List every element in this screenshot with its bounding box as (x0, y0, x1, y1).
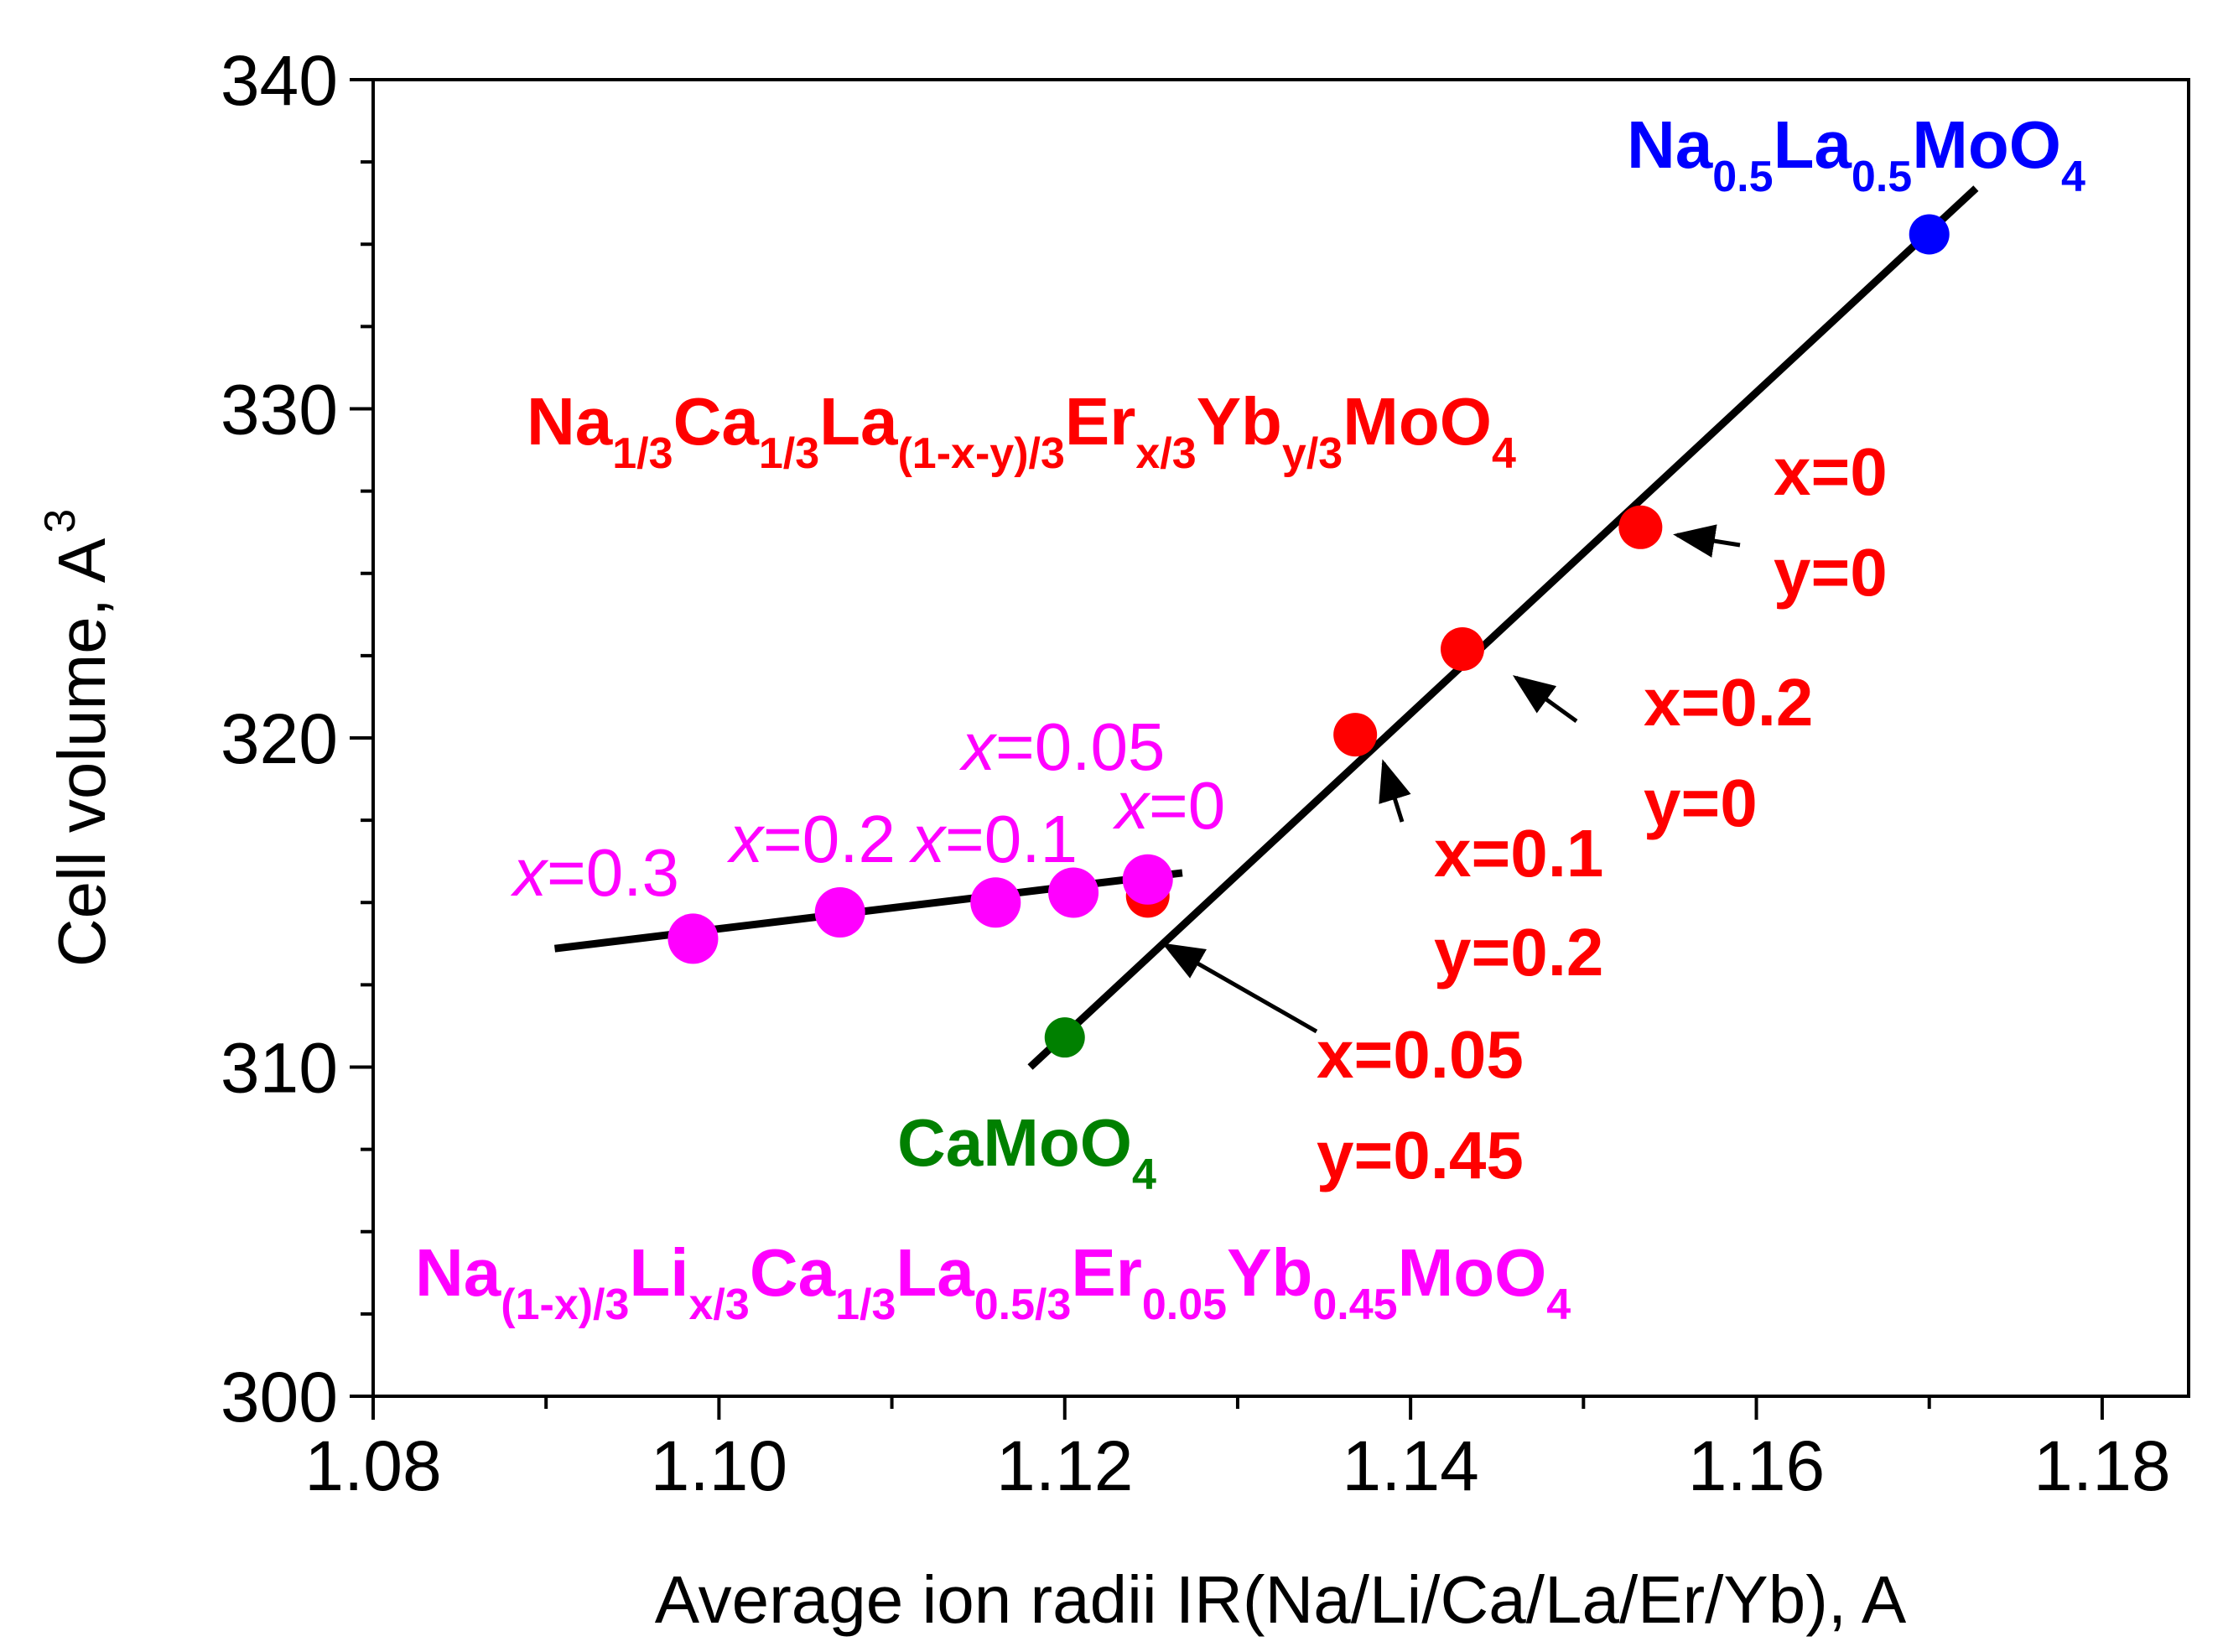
y-axis-title: Cell volume, A3 (36, 509, 119, 967)
comp-y0.45: y=0.45 (1317, 1118, 1524, 1192)
point-0-1 (814, 887, 865, 938)
x-tick-label: 1.18 (2033, 1426, 2171, 1505)
point-0-3 (1048, 867, 1099, 918)
fit-high (1027, 185, 1979, 1070)
x-tick-label: 1.16 (1688, 1426, 1826, 1505)
formula-camoo4: CaMoO4 (897, 1105, 1156, 1199)
x-axis-title: Average ion radii IR(Na/Li/Ca/La/Er/Yb),… (655, 1562, 1907, 1637)
arrow-x0.2-y0 (1512, 675, 1578, 724)
red-composition-labels: x=0 y=0 x=0.2 y=0 x=0.1 y=0.2 x=0.05 y=0… (1317, 434, 1888, 1192)
x-tick-label: 1.08 (304, 1426, 442, 1505)
formula-magenta-series: Na(1-x)/3Lix/3Ca1/3La0.5/3Er0.05Yb0.45Mo… (415, 1235, 1571, 1329)
point-1-1 (1333, 713, 1378, 757)
y-tick-label: 320 (221, 699, 338, 778)
label-x0.2: x=0.2 (726, 802, 896, 876)
plot-frame (371, 78, 2190, 1398)
comp-y0: y=0 (1774, 535, 1888, 610)
point-0-4 (1122, 854, 1173, 905)
point-0-2 (970, 877, 1021, 928)
comp-x0.1: x=0.1 (1434, 816, 1603, 891)
arrow-x0.1-y0.2 (1379, 759, 1411, 823)
comp-x0.05: x=0.05 (1317, 1017, 1524, 1092)
arrow-x0-y0 (1673, 524, 1741, 558)
label-x0.3: x=0.3 (510, 835, 679, 910)
comp-x0: x=0 (1774, 434, 1888, 509)
magenta-x-labels: x=0.3 x=0.2 x=0.1 x=0.05 x=0 (510, 709, 1225, 910)
formula-na-la-moo4: Na0.5La0.5MoO4 (1627, 107, 2085, 201)
axis-ticks: 1.08 1.10 1.12 1.14 1.16 1.18 300 310 320 330 340 (221, 41, 2171, 1505)
label-x0.1: x=0.1 (908, 802, 1078, 876)
data-points (667, 214, 1950, 1058)
x-tick-label: 1.10 (651, 1426, 788, 1505)
label-x0: x=0 (1112, 768, 1225, 843)
label-x0.05: x=0.05 (958, 709, 1165, 784)
point-3-0 (1044, 1017, 1085, 1058)
arrows (1161, 524, 1741, 1034)
x-tick-label: 1.12 (996, 1426, 1134, 1505)
point-0-0 (667, 913, 719, 964)
arrow-x0.05-y0.45 (1161, 943, 1318, 1034)
y-tick-label: 330 (221, 371, 338, 449)
y-tick-label: 310 (221, 1029, 338, 1108)
fit-lines (553, 185, 1979, 1070)
x-tick-label: 1.14 (1342, 1426, 1479, 1505)
y-tick-label: 300 (221, 1358, 338, 1436)
svg-text:Cell volume, A3: Cell volume, A3 (36, 509, 119, 967)
point-2-0 (1909, 214, 1950, 255)
comp-y0-b: y=0 (1644, 766, 1758, 840)
y-tick-label: 340 (221, 41, 338, 120)
point-1-3 (1618, 505, 1663, 549)
comp-y0.2: y=0.2 (1434, 915, 1603, 990)
comp-x0.2: x=0.2 (1644, 665, 1813, 740)
formula-red-series: Na1/3Ca1/3La(1-x-y)/3Erx/3Yby/3MoO4 (527, 384, 1516, 478)
point-1-2 (1441, 627, 1484, 672)
